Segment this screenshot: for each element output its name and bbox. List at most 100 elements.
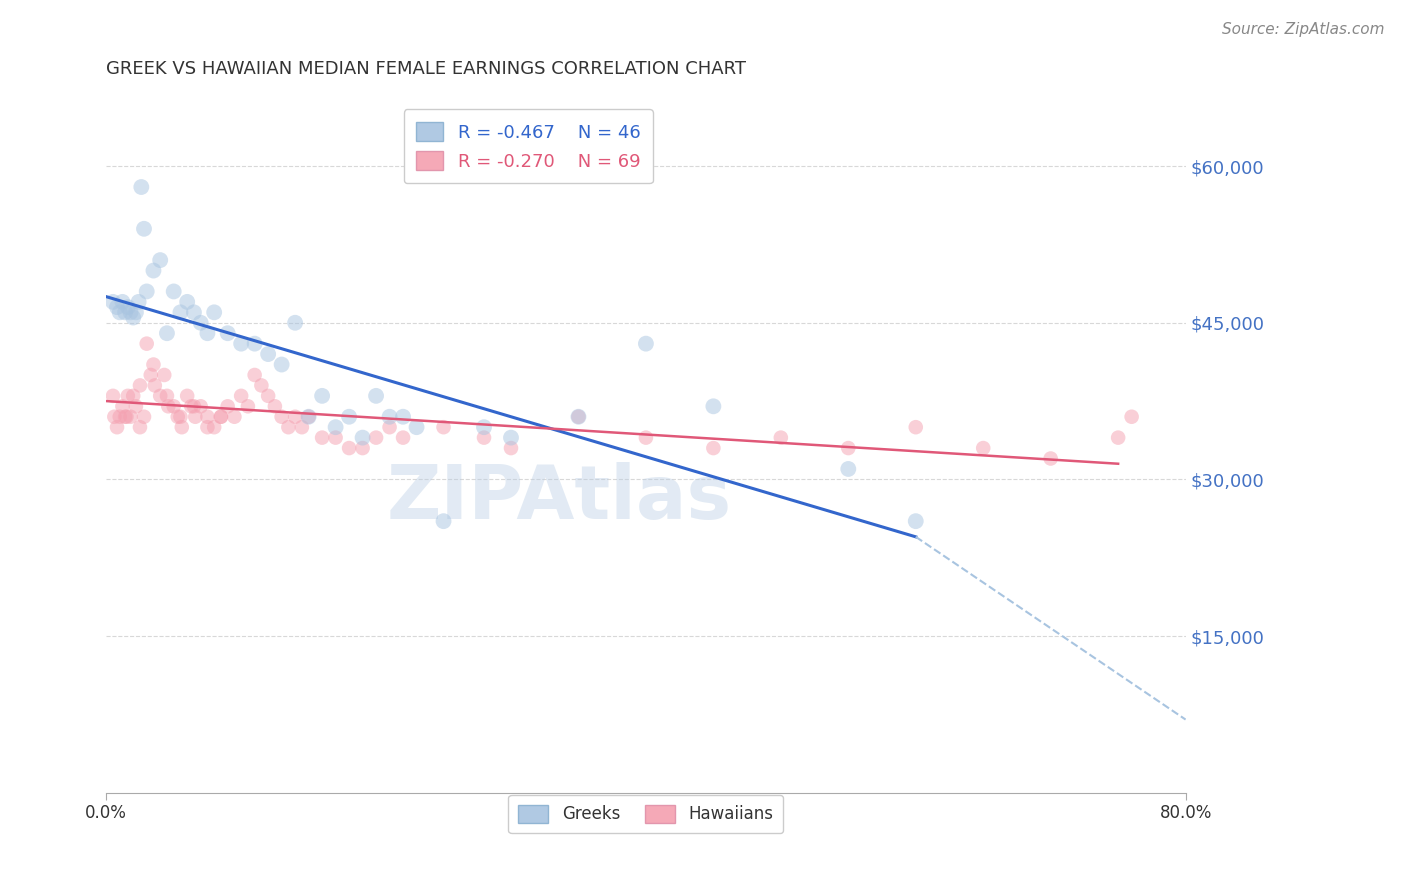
Point [120,409,142,424]
Point [156,326,179,341]
Point [837,462,859,476]
Point [284,316,307,330]
Point [176,294,198,309]
Point [157,399,180,413]
Point [769,431,792,445]
Point [128,294,150,309]
Point [325,431,347,445]
Point [163,285,186,299]
Point [499,441,522,455]
Point [129,378,152,392]
Point [1121,409,1143,424]
Point [378,409,401,424]
Point [264,399,287,413]
Point [143,378,166,392]
Point [231,389,253,403]
Point [277,420,299,434]
Point [217,326,239,341]
Point [105,300,128,314]
Point [105,420,128,434]
Point [217,399,239,413]
Point [352,441,374,455]
Point [169,305,191,319]
Point [243,368,266,382]
Point [183,399,205,413]
Point [202,420,225,434]
Point [142,358,165,372]
Point [125,399,148,413]
Point [197,326,219,341]
Point [567,409,589,424]
Point [108,409,131,424]
Point [197,420,219,434]
Point [311,431,333,445]
Text: GREEK VS HAWAIIAN MEDIAN FEMALE EARNINGS CORRELATION CHART: GREEK VS HAWAIIAN MEDIAN FEMALE EARNINGS… [107,60,747,78]
Point [122,389,145,403]
Point [325,420,347,434]
Point [702,399,724,413]
Point [209,409,232,424]
Point [224,409,246,424]
Point [378,420,401,434]
Point [311,389,333,403]
Point [904,420,927,434]
Point [156,389,179,403]
Point [149,253,172,268]
Point [122,310,145,325]
Point [169,409,191,424]
Point [392,409,415,424]
Point [209,409,232,424]
Point [634,336,657,351]
Point [236,399,259,413]
Point [163,399,186,413]
Point [702,441,724,455]
Point [125,305,148,319]
Point [180,399,202,413]
Point [153,368,176,382]
Point [567,409,589,424]
Point [139,368,162,382]
Point [190,316,212,330]
Point [120,305,142,319]
Point [972,441,994,455]
Point [291,420,314,434]
Point [149,389,172,403]
Point [231,336,253,351]
Point [364,431,387,445]
Point [135,285,157,299]
Point [197,409,219,424]
Text: Source: ZipAtlas.com: Source: ZipAtlas.com [1222,22,1385,37]
Point [257,389,280,403]
Point [170,420,193,434]
Point [337,409,360,424]
Point [117,300,139,314]
Point [101,389,124,403]
Point [1107,431,1129,445]
Point [184,409,207,424]
Point [472,420,495,434]
Point [103,409,125,424]
Point [1039,451,1062,466]
Point [284,409,307,424]
Point [176,389,198,403]
Point [270,409,292,424]
Point [111,399,134,413]
Point [114,409,136,424]
Point [405,420,427,434]
Point [243,336,266,351]
Point [114,305,136,319]
Point [634,431,657,445]
Point [111,294,134,309]
Point [101,294,124,309]
Point [432,514,454,528]
Point [183,305,205,319]
Point [115,409,138,424]
Point [129,420,152,434]
Point [352,431,374,445]
Point [270,358,292,372]
Point [392,431,415,445]
Point [364,389,387,403]
Point [131,180,153,194]
Point [108,305,131,319]
Point [837,441,859,455]
